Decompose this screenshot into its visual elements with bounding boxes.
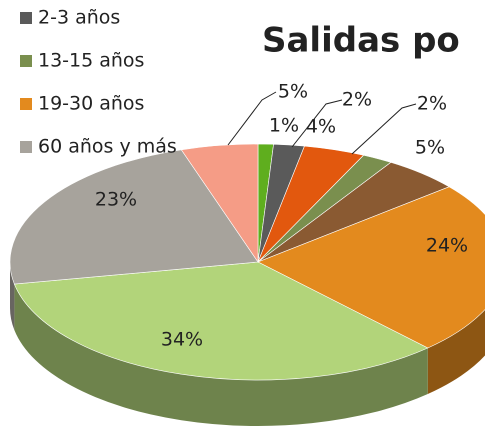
leader-line [291,99,343,148]
slice-side [427,309,485,395]
legend-swatch [20,12,32,24]
slice [180,143,259,263]
legend-label: 60 años y más [38,136,177,158]
leader-line [227,91,277,146]
slice-side [10,262,15,331]
legend-label: 2-3 años [38,7,120,29]
data-label: 5% [278,81,308,103]
leader-line [351,103,417,155]
data-label: 1% [269,115,299,137]
data-label: 4% [306,116,336,138]
legend-label: 19-30 años [38,93,144,115]
data-label: 2% [417,93,447,115]
data-label: 24% [426,235,468,257]
slice-side [14,284,428,426]
slice [13,261,429,381]
chart-title: Salidas po [262,21,460,61]
legend-swatch [20,55,32,67]
data-label: 5% [415,137,445,159]
data-label: 34% [161,329,203,351]
slice [9,149,259,285]
legend-swatch [20,98,32,110]
data-label: 2% [342,89,372,111]
legend-label: 13-15 años [38,50,144,72]
legend-swatch [20,141,32,153]
data-label: 23% [95,189,137,211]
slice [257,186,485,349]
